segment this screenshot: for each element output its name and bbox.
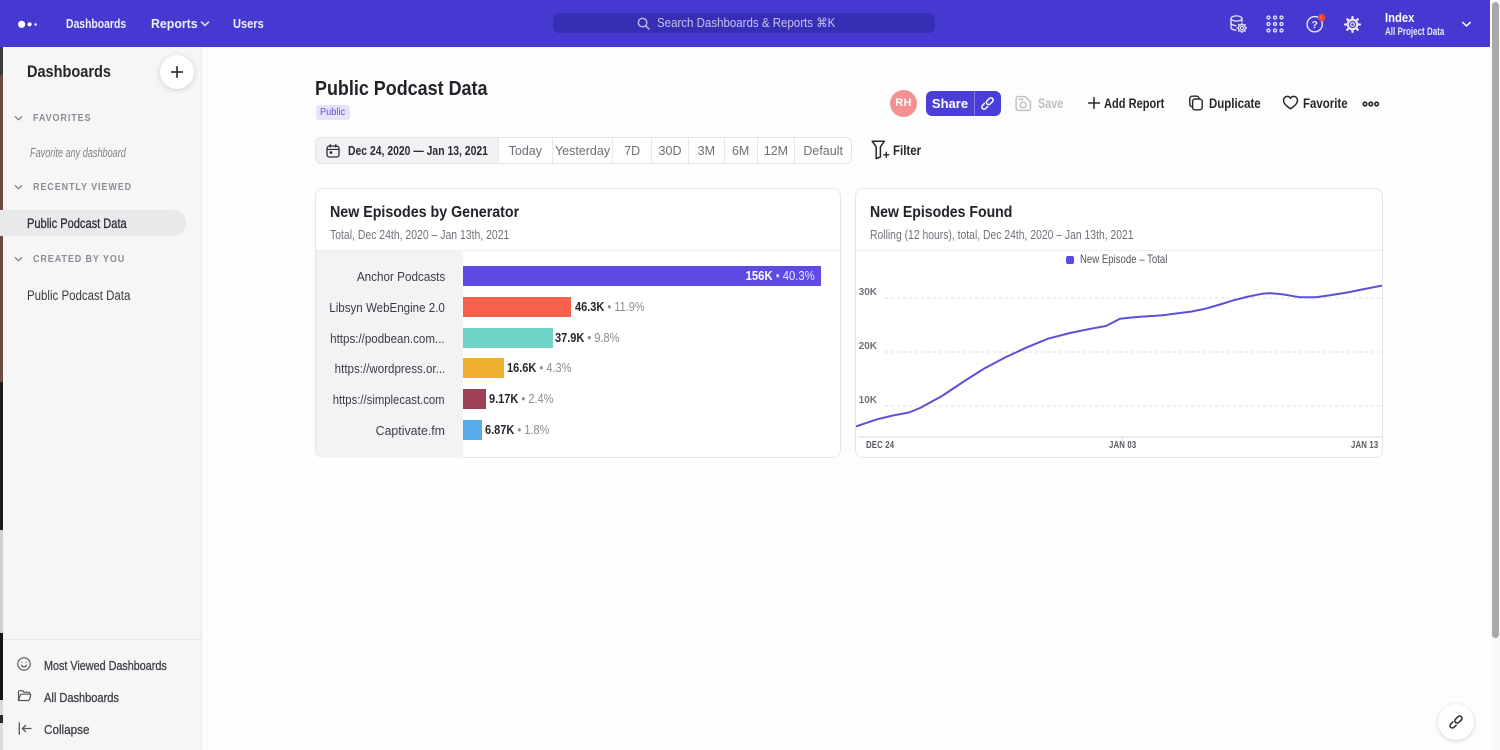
svg-text:?: ? (1311, 19, 1317, 31)
